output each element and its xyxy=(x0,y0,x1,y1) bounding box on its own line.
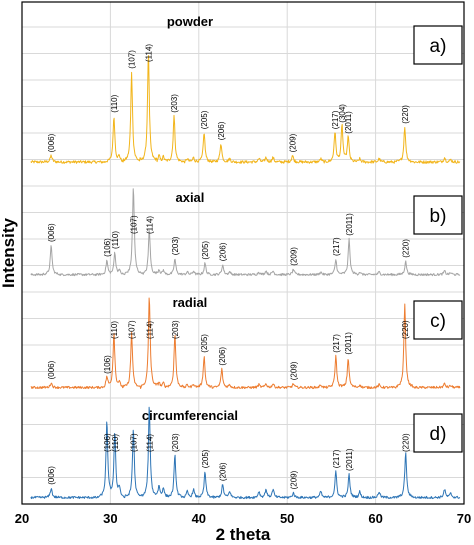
peak-label: (2011) xyxy=(345,448,354,471)
x-tick-label: 60 xyxy=(368,511,382,526)
peak-label: (2011) xyxy=(344,111,353,134)
x-tick-label: 30 xyxy=(103,511,117,526)
peak-label: (209) xyxy=(289,247,298,266)
peak-label: (006) xyxy=(47,360,56,379)
panel-label-d: d) xyxy=(413,413,463,453)
peak-label: (106) xyxy=(103,433,112,452)
peak-label: (106) xyxy=(103,355,112,374)
series-name-circumferencial: circumferencial xyxy=(142,408,238,423)
peak-label: (220) xyxy=(402,433,411,452)
plot-frame xyxy=(21,1,465,505)
panel-box xyxy=(413,300,463,340)
series-line-powder xyxy=(30,55,461,164)
series-traces xyxy=(30,55,461,500)
panel-box xyxy=(413,25,463,65)
peak-label: (220) xyxy=(401,105,410,124)
panel-label-a: a) xyxy=(413,25,463,65)
peak-label: (107) xyxy=(129,433,138,452)
peak-label: (110) xyxy=(110,321,119,339)
x-tick-labels: 20 30 40 50 60 70 xyxy=(15,511,471,526)
panel-label-c: c) xyxy=(413,300,463,340)
panel-text: d) xyxy=(430,424,447,445)
peak-label: (206) xyxy=(219,242,228,261)
x-tick-label: 40 xyxy=(192,511,206,526)
peak-label: (203) xyxy=(171,236,180,255)
peak-label: (217) xyxy=(332,449,341,468)
peak-label: (209) xyxy=(289,133,298,152)
peak-label: (114) xyxy=(145,434,154,452)
x-tick-label: 20 xyxy=(15,511,29,526)
peak-label: (205) xyxy=(200,334,209,353)
peak-label: (114) xyxy=(145,321,154,339)
series-name-radial: radial xyxy=(173,295,208,310)
x-tick-label: 50 xyxy=(280,511,294,526)
peak-label: (209) xyxy=(289,361,298,380)
peak-label: (006) xyxy=(47,466,56,485)
peak-label: (205) xyxy=(201,241,210,260)
peak-label: (006) xyxy=(47,223,56,242)
peak-label: (114) xyxy=(144,44,153,62)
peak-label: (107) xyxy=(129,215,138,234)
panel-boxes: a) b) c) d) xyxy=(413,25,463,453)
series-line-radial xyxy=(30,297,461,390)
peak-label: (110) xyxy=(110,94,119,112)
peak-label: (217) xyxy=(332,237,341,256)
panel-text: b) xyxy=(430,206,447,227)
peak-label: (220) xyxy=(402,239,411,258)
panel-box xyxy=(413,413,463,453)
peak-label: (217) xyxy=(331,110,340,129)
peak-label: (2011) xyxy=(344,332,353,355)
peak-label: (106) xyxy=(103,238,112,257)
peak-label: (206) xyxy=(219,462,228,481)
peak-label: (217) xyxy=(332,334,341,353)
peak-label: (2011) xyxy=(345,213,354,236)
panel-box xyxy=(413,195,463,235)
peak-label: (304) xyxy=(338,104,347,123)
peak-label: (107) xyxy=(128,50,137,69)
peak-label: (203) xyxy=(170,94,179,113)
peak-label: (107) xyxy=(128,320,137,339)
peak-label: (110) xyxy=(111,231,120,249)
series-line-axial xyxy=(30,188,461,277)
peak-label: (206) xyxy=(218,347,227,366)
series-line-circumferencial xyxy=(30,406,461,500)
panel-text: c) xyxy=(430,311,446,332)
gridlines xyxy=(22,2,464,504)
peak-labels: powder (006) (110) (107) (114) (203) (205) (206… xyxy=(47,14,411,489)
peak-label: (209) xyxy=(289,470,298,489)
peak-label: (205) xyxy=(200,110,209,129)
panel-label-b: b) xyxy=(413,195,463,235)
x-axis-title: 2 theta xyxy=(216,525,271,544)
x-tick-label: 70 xyxy=(457,511,471,526)
peak-label: (006) xyxy=(47,133,56,152)
series-name-axial: axial xyxy=(175,190,204,205)
peak-label: (114) xyxy=(145,216,154,234)
panel-text: a) xyxy=(430,36,447,57)
y-axis-title: Intensity xyxy=(0,218,18,288)
peak-label: (110) xyxy=(111,434,120,452)
peak-label: (205) xyxy=(201,449,210,468)
peak-label: (203) xyxy=(171,433,180,452)
peak-label: (220) xyxy=(401,320,410,339)
peak-label: (203) xyxy=(171,320,180,339)
series-name-powder: powder xyxy=(167,14,213,29)
peak-label: (206) xyxy=(217,121,226,140)
